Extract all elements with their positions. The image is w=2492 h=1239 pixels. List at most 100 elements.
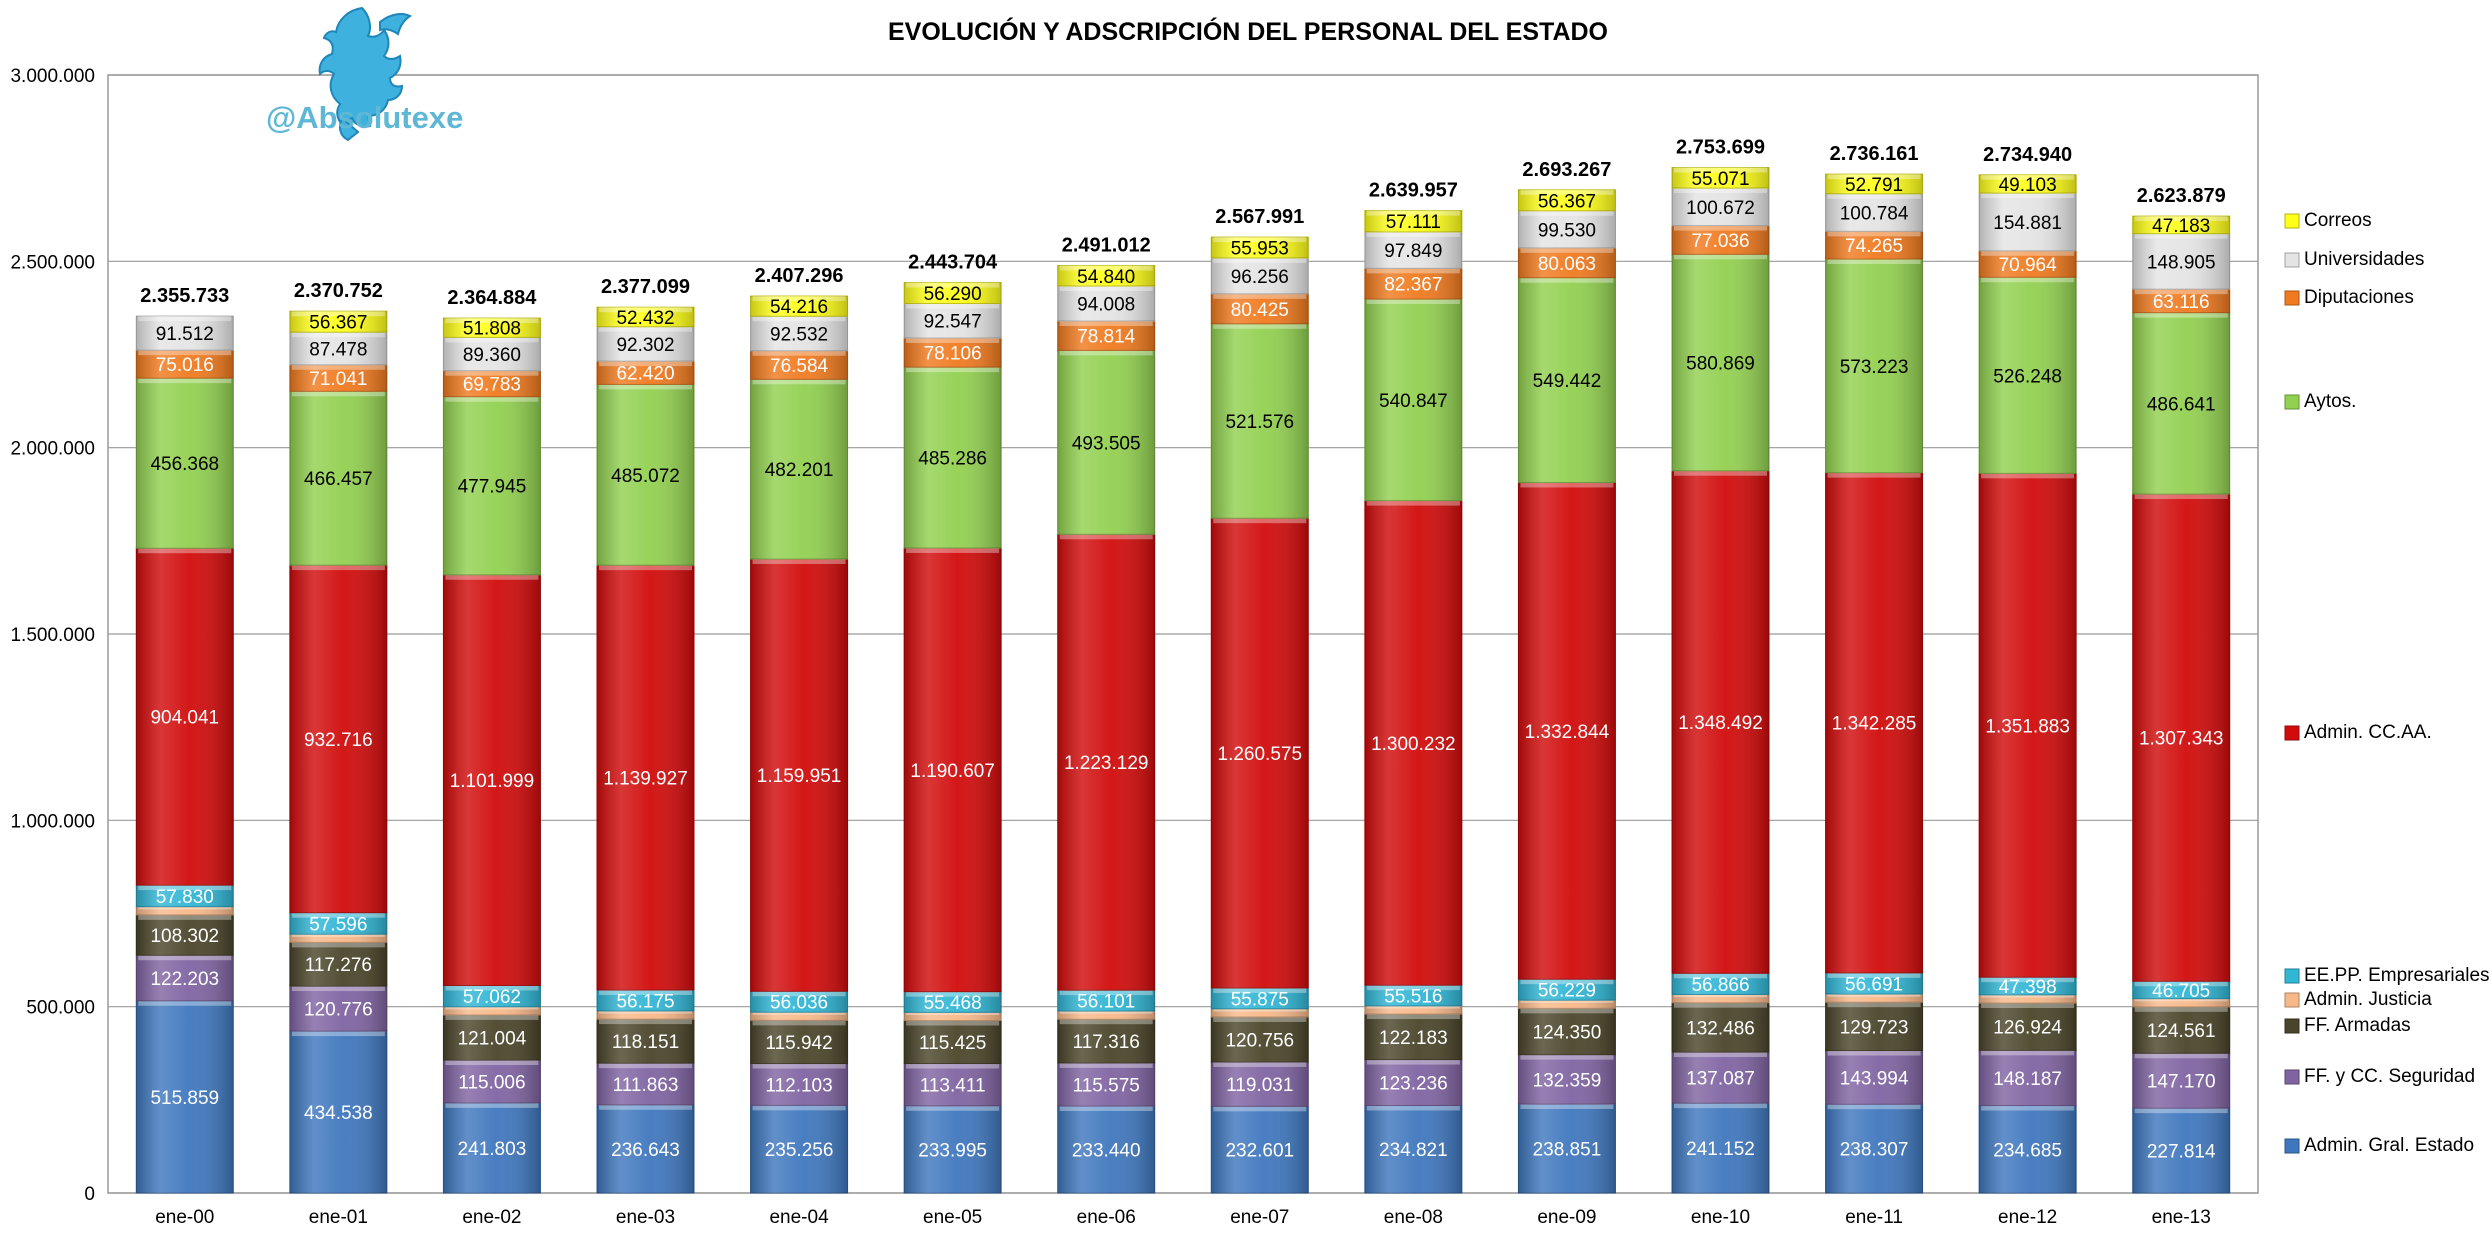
bar-segment-highlight: [1674, 1052, 1767, 1058]
data-label: 112.103: [765, 1075, 832, 1096]
data-label: 55.516: [1384, 986, 1442, 1007]
bar-segment-highlight: [1213, 323, 1307, 329]
bar-segment-shade: [1672, 225, 1769, 255]
legend-item: Correos: [2284, 210, 2372, 231]
data-label: 100.784: [1840, 204, 1909, 225]
bar-segment-shade: [1364, 1105, 1462, 1193]
bar-segment-shade: [1364, 268, 1462, 300]
bar-segment-shade: [443, 370, 541, 397]
bar-segment-highlight: [1520, 1103, 1614, 1109]
legend-swatch: [2284, 1018, 2300, 1034]
bar-segment-shade: [1364, 1014, 1462, 1060]
bar-segment-highlight: [599, 1104, 692, 1110]
data-label: 1.342.285: [1832, 714, 1917, 735]
bar-segment-shade: [2132, 494, 2230, 982]
bar-segment-shade: [443, 396, 541, 575]
total-label: 2.753.699: [1676, 137, 1765, 159]
bar-segment-shade: [1057, 1011, 1155, 1020]
legend-swatch: [2284, 252, 2300, 268]
bar-segment-shade: [750, 379, 848, 559]
total-label: 2.443.704: [908, 252, 998, 274]
bar-segment-shade: [1672, 994, 1769, 1003]
legend-swatch: [2284, 1069, 2300, 1085]
data-label: 137.087: [1686, 1069, 1755, 1090]
data-label: 54.840: [1077, 267, 1135, 288]
legend-label: Diputaciones: [2304, 287, 2414, 308]
y-tick-label: 1.000.000: [10, 811, 95, 832]
bar-segment-highlight: [1213, 1061, 1307, 1067]
bar-segment-shade: [443, 337, 541, 371]
data-label: 486.641: [2147, 394, 2216, 415]
data-label: 76.584: [770, 356, 829, 377]
bar-segment-highlight: [1366, 210, 1460, 216]
bar-segment-highlight: [599, 307, 692, 313]
bar-stack: 233.995 113.411 115.425 55.468 1.190.607 485.…: [903, 282, 1002, 1194]
bar-segment-shade: [1979, 977, 2077, 995]
total-label: 2.639.957: [1369, 180, 1458, 202]
legend-swatch: [2284, 394, 2300, 410]
data-label: 241.803: [458, 1139, 527, 1160]
bar-segment-shade: [597, 565, 694, 990]
data-label: 55.468: [924, 993, 982, 1014]
bar-segment-highlight: [2134, 1006, 2228, 1012]
bar-segment-highlight: [1520, 189, 1614, 195]
bar-segment-highlight: [1213, 518, 1307, 524]
bar-segment-shade: [597, 1010, 694, 1020]
bar-segment-shade: [1364, 500, 1462, 986]
data-label: 238.307: [1840, 1140, 1909, 1161]
bar-segment-highlight: [1213, 1106, 1307, 1112]
bar-segment-highlight: [1674, 167, 1767, 173]
x-tick-label: ene-13: [2152, 1207, 2211, 1228]
bar-segment-highlight: [291, 565, 385, 571]
data-label: 485.286: [918, 449, 987, 470]
data-label: 235.256: [765, 1140, 834, 1161]
legend-label: Admin. CC.AA.: [2304, 722, 2432, 743]
data-label: 47.398: [1999, 977, 2057, 998]
bar-segment-shade: [1518, 1000, 1616, 1009]
data-label: 122.183: [1379, 1028, 1448, 1049]
x-tick-label: ene-06: [1077, 1207, 1136, 1228]
bar-segment-highlight: [291, 311, 385, 317]
data-label: 115.006: [458, 1072, 525, 1093]
data-label: 99.530: [1538, 220, 1596, 241]
bar-stack: 236.643 111.863 118.151 56.175 1.139.927 485.…: [596, 306, 695, 1194]
bar-segment-highlight: [1674, 1002, 1767, 1008]
bar-segment-highlight: [1059, 534, 1153, 540]
bar-segment-shade: [443, 318, 541, 338]
bar-segment-shade: [1518, 247, 1616, 278]
data-label: 56.367: [1538, 191, 1596, 212]
bar-segment-highlight: [1674, 225, 1767, 231]
y-tick-label: 0: [84, 1184, 95, 1205]
data-label: 74.265: [1845, 236, 1903, 257]
bar-segment-shade: [1672, 1002, 1769, 1053]
data-label: 234.821: [1379, 1140, 1448, 1161]
data-label: 456.368: [150, 454, 219, 475]
bar-segment-shade: [2132, 289, 2230, 313]
x-tick-label: ene-10: [1691, 1207, 1750, 1228]
bar-segment-highlight: [2134, 998, 2228, 1002]
bar-segment-shade: [289, 311, 387, 333]
data-label: 92.532: [770, 325, 828, 346]
legend-swatch: [2284, 290, 2300, 306]
bar-segment-shade: [2132, 233, 2230, 290]
bar-segment-shade: [1979, 174, 2077, 194]
data-label: 55.953: [1231, 239, 1289, 260]
chart-title: EVOLUCIÓN Y ADSCRIPCIÓN DEL PERSONAL DEL…: [888, 16, 1608, 46]
data-label: 46.705: [2152, 981, 2210, 1002]
legend-item: FF. y CC. Seguridad: [2284, 1066, 2475, 1087]
legend-item: Admin. CC.AA.: [2284, 722, 2432, 743]
bar-segment-shade: [750, 558, 848, 992]
bar-segment-highlight: [752, 558, 846, 564]
data-label: 70.964: [1999, 255, 2058, 276]
bar-segment-shade: [289, 332, 387, 365]
bar-segment-shade: [136, 914, 234, 956]
bar-segment-highlight: [752, 1012, 846, 1015]
data-label: 124.350: [1533, 1022, 1602, 1043]
bar-segment-shade: [1672, 973, 1769, 995]
bar-segment-highlight: [138, 906, 232, 910]
bar-segment-shade: [1518, 482, 1616, 980]
bar-segment-shade: [443, 1102, 541, 1193]
bar-segment-highlight: [445, 318, 539, 324]
data-label: 87.478: [309, 339, 367, 360]
data-label: 75.016: [156, 355, 214, 376]
